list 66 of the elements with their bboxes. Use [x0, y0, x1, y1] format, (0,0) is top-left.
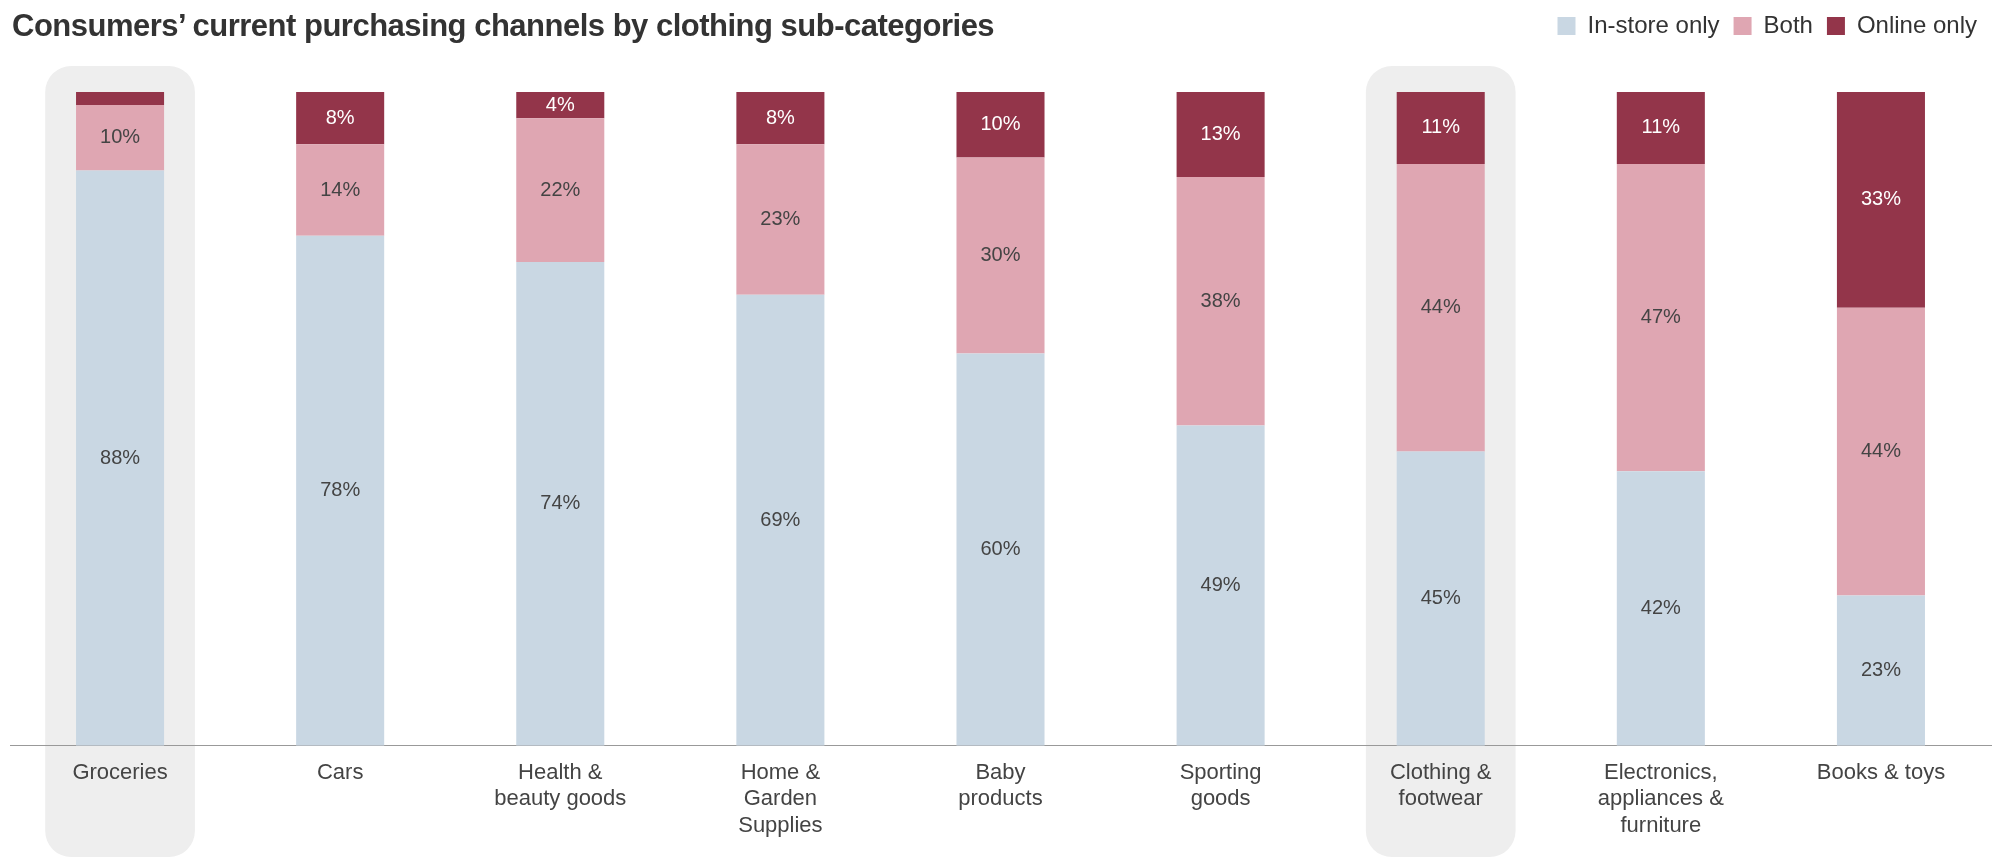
bar — [1396, 163, 1485, 452]
bar — [76, 92, 165, 106]
data-label: 8% — [325, 105, 355, 128]
bar — [1176, 92, 1265, 177]
data-label: 10% — [980, 112, 1021, 135]
x-tick-label: Health & beauty goods — [494, 759, 627, 811]
bar — [956, 353, 1045, 746]
data-label: 10% — [100, 125, 141, 148]
bar — [956, 92, 1045, 158]
data-label: 23% — [1860, 658, 1902, 681]
legend-label: Online only — [1856, 10, 1978, 38]
data-label: 8% — [765, 105, 796, 128]
data-label: 74% — [540, 491, 581, 514]
bar — [296, 92, 385, 145]
bar — [1616, 92, 1705, 164]
chart-title: Consumers’ current purchasing channels by clothing sub-categories — [12, 8, 995, 44]
bar — [516, 92, 605, 119]
data-label: 45% — [1420, 586, 1461, 609]
bar — [736, 92, 825, 145]
bar — [76, 170, 165, 746]
bar — [1836, 307, 1925, 596]
bar — [1396, 451, 1485, 746]
bar — [736, 294, 825, 746]
bar — [296, 144, 385, 236]
data-label: 60% — [980, 537, 1021, 560]
bar — [1396, 92, 1485, 164]
data-label: 78% — [320, 478, 361, 501]
data-label: 22% — [540, 177, 581, 200]
data-label: 13% — [1200, 122, 1241, 145]
data-label: 14% — [320, 177, 361, 200]
data-label: 49% — [1200, 573, 1241, 596]
data-label: 30% — [980, 242, 1021, 265]
x-tick-label: Baby products — [958, 759, 1043, 811]
data-label: 11% — [1421, 115, 1461, 138]
bar — [1176, 425, 1265, 746]
x-tick-label: Groceries — [72, 759, 168, 785]
data-label: 44% — [1860, 439, 1902, 462]
bar — [1176, 176, 1265, 426]
bar — [516, 118, 605, 262]
data-label: 11% — [1641, 115, 1681, 138]
x-tick-label: Sporting goods — [1179, 759, 1262, 811]
bar — [1836, 595, 1925, 746]
x-tick-label: Home & Garden Supplies — [738, 759, 823, 837]
bar — [1616, 163, 1705, 472]
bar — [76, 105, 165, 171]
data-label: 42% — [1640, 596, 1682, 619]
x-tick-label: Cars — [316, 759, 364, 785]
bar — [296, 235, 385, 746]
legend-label: Both — [1763, 10, 1813, 38]
legend-label: In-store only — [1587, 10, 1720, 38]
bar — [516, 261, 605, 746]
x-tick-label: Clothing & footwear — [1389, 759, 1492, 811]
bar — [736, 144, 825, 295]
bar — [1616, 471, 1705, 746]
x-tick-label: Electronics, appliances & furniture — [1597, 759, 1725, 837]
data-label: 38% — [1200, 288, 1241, 311]
data-label: 88% — [100, 445, 141, 468]
bar — [1836, 92, 1925, 308]
data-label: 23% — [760, 207, 801, 230]
x-tick-label: Books & toys — [1816, 759, 1946, 785]
data-label: 33% — [1860, 187, 1902, 210]
data-label: 44% — [1420, 295, 1461, 318]
bar — [956, 157, 1045, 354]
data-label: 47% — [1640, 305, 1682, 328]
data-label: 69% — [760, 507, 801, 530]
data-label: 4% — [545, 92, 575, 115]
